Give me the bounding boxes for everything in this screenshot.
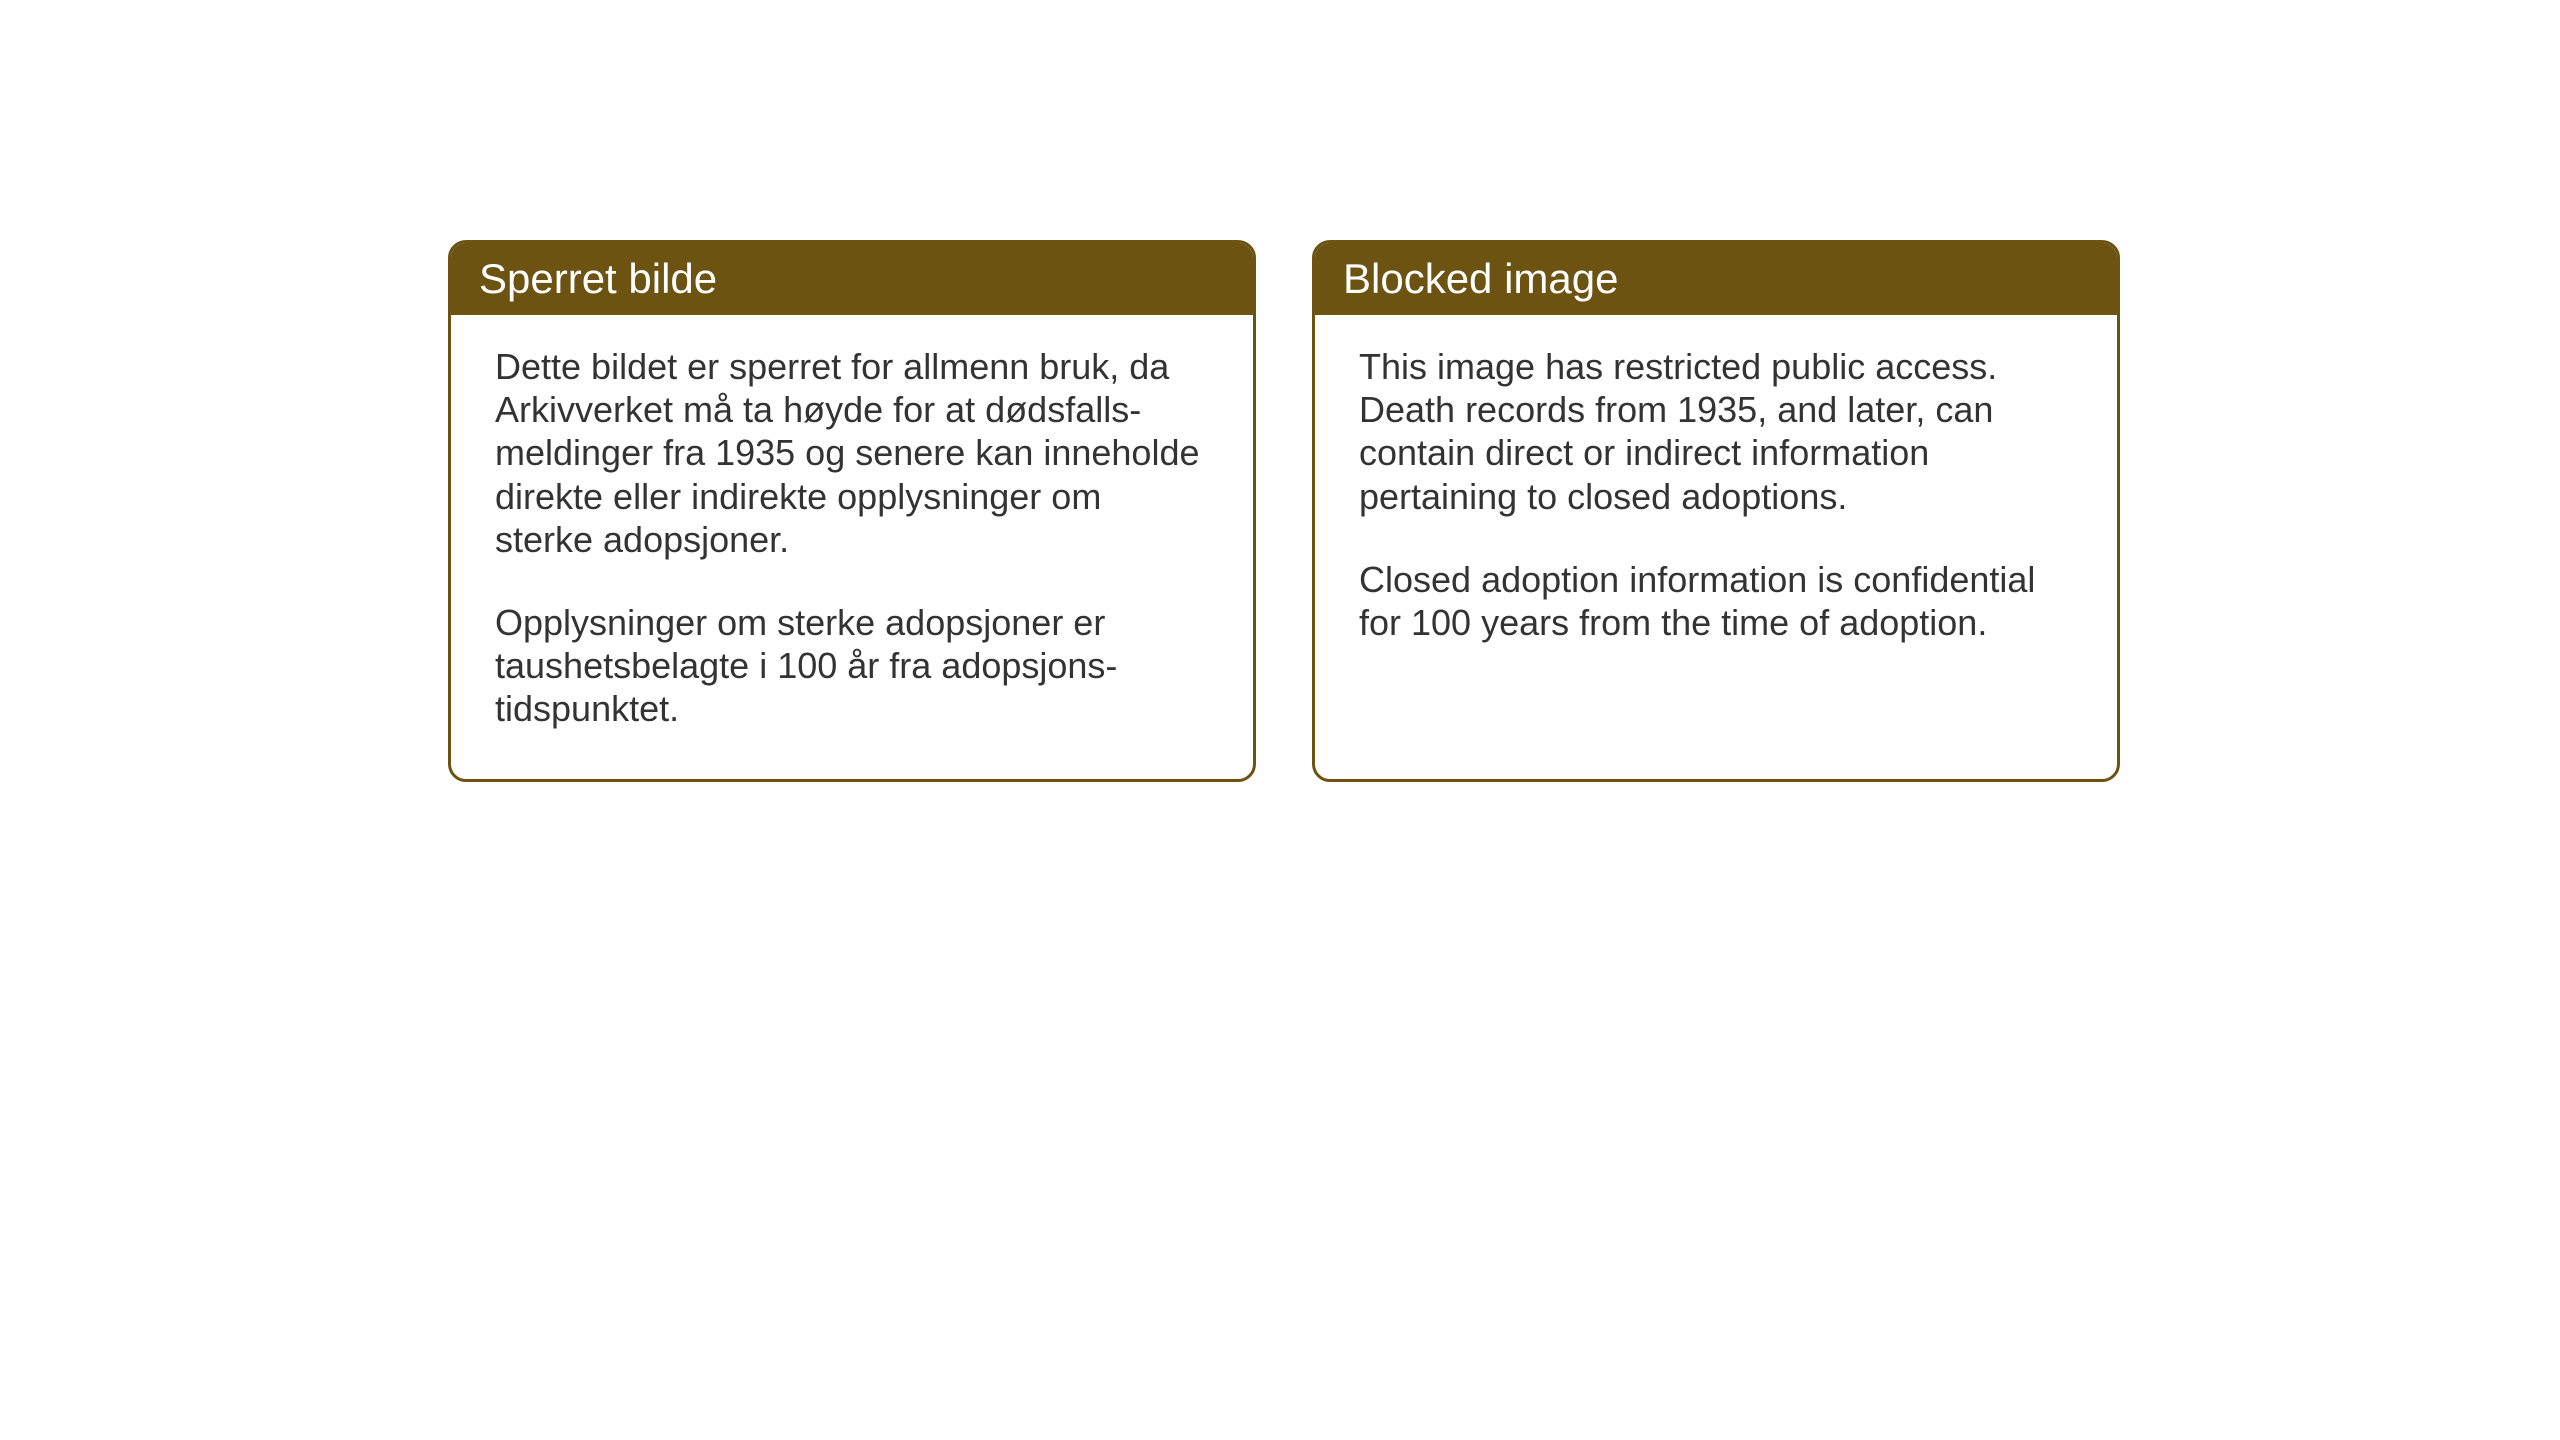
norwegian-card-title: Sperret bilde [479, 255, 1225, 303]
norwegian-card: Sperret bilde Dette bildet er sperret fo… [448, 240, 1256, 782]
norwegian-card-header: Sperret bilde [451, 243, 1253, 315]
english-card-header: Blocked image [1315, 243, 2117, 315]
norwegian-paragraph-1: Dette bildet er sperret for allmenn bruk… [495, 345, 1209, 561]
cards-container: Sperret bilde Dette bildet er sperret fo… [448, 240, 2120, 782]
english-card-body: This image has restricted public access.… [1315, 315, 2117, 692]
english-paragraph-2: Closed adoption information is confident… [1359, 558, 2073, 644]
english-card-title: Blocked image [1343, 255, 2089, 303]
norwegian-card-body: Dette bildet er sperret for allmenn bruk… [451, 315, 1253, 779]
norwegian-paragraph-2: Opplysninger om sterke adopsjoner er tau… [495, 601, 1209, 731]
english-card: Blocked image This image has restricted … [1312, 240, 2120, 782]
english-paragraph-1: This image has restricted public access.… [1359, 345, 2073, 518]
